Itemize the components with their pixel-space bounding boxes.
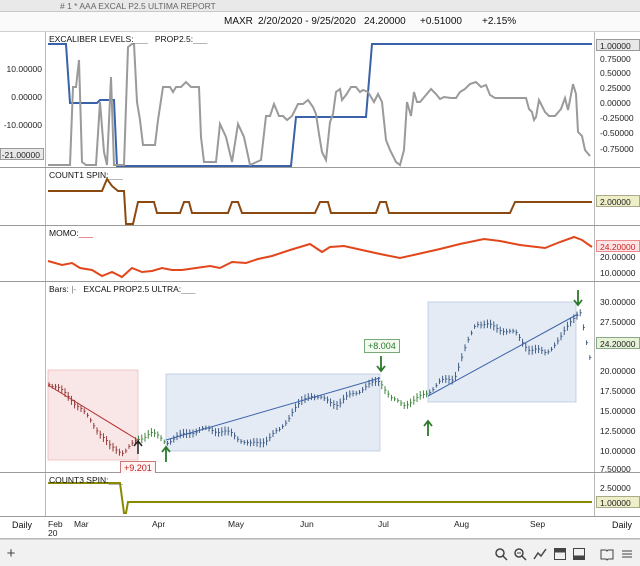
price-bars — [48, 309, 592, 457]
right-tick: 10.00000 — [600, 268, 636, 278]
left-value-badge: -21.00000 — [0, 148, 44, 160]
left-scale — [0, 473, 46, 516]
zoom-icon[interactable] — [513, 547, 527, 561]
momo-line — [47, 235, 593, 279]
month-label: Mar — [74, 519, 89, 529]
right-tick: 0.00000 — [600, 98, 631, 108]
right-tick: -0.75000 — [600, 144, 634, 154]
momo-value-badge: 24.20000 — [596, 240, 640, 252]
month-label: Jun — [300, 519, 314, 529]
right-scale — [594, 473, 640, 516]
left-scale — [0, 168, 46, 225]
momo-plot — [47, 235, 593, 279]
quote-bar: MAXR 2/20/2020 - 9/25/2020 24.20000 +0.5… — [0, 12, 640, 32]
right-tick: -0.25000 — [600, 113, 634, 123]
left-tick: 10.00000 — [6, 64, 42, 74]
right-tick: 0.75000 — [600, 54, 631, 64]
uptrend-zone-1 — [165, 373, 381, 452]
panel-icon-2[interactable] — [572, 547, 586, 561]
price-value-badge: 24.20000 — [596, 337, 640, 349]
right-tick: 17.50000 — [600, 386, 636, 396]
prop-line — [48, 43, 591, 167]
right-scale — [594, 282, 640, 472]
right-tick: 15.00000 — [600, 406, 636, 416]
right-tick: 0.25000 — [600, 83, 631, 93]
annotation-up[interactable]: +8.004 — [364, 339, 400, 353]
count3-plot — [48, 482, 592, 514]
excaliber-plot — [48, 43, 592, 167]
left-scale — [0, 32, 46, 167]
down-arrow-marker — [376, 290, 583, 373]
count3-line — [48, 482, 592, 514]
count1-line — [48, 176, 592, 225]
count3-legend: COUNT3 SPIN:___ — [49, 475, 123, 485]
month-label: Apr — [152, 519, 166, 529]
panel-icon[interactable] — [553, 547, 567, 561]
uptrend-line-2 — [427, 313, 579, 397]
month-label: Feb — [48, 519, 63, 529]
count1-legend: COUNT1 SPIN:___ — [49, 170, 123, 180]
up-arrow-marker — [161, 419, 433, 462]
month-label: Sep — [530, 519, 546, 529]
left-scale — [0, 226, 46, 281]
right-scale — [594, 32, 640, 167]
time-axis[interactable]: Daily Feb 20 Mar Apr May Jun Jul Aug Sep… — [0, 517, 640, 539]
right-tick: 27.50000 — [600, 317, 636, 327]
month-label: May — [228, 519, 245, 529]
right-tick: 0.50000 — [600, 68, 631, 78]
quote-pct: +2.15% — [482, 16, 517, 27]
levels-line — [48, 43, 592, 167]
right-tick: 2.50000 — [600, 483, 631, 493]
quote-symbol: MAXR — [224, 16, 253, 27]
left-scale — [0, 282, 46, 472]
month-label: Aug — [454, 519, 470, 529]
downtrend-line — [47, 384, 139, 441]
right-value-badge: 1.00000 — [596, 39, 640, 51]
up-arrow-marker — [133, 439, 143, 454]
count1-pane[interactable]: COUNT1 SPIN:___ 2.00000 — [0, 168, 640, 226]
excaliber-legend: EXCALIBER LEVELS:___ PROP2.5:___ — [49, 34, 208, 44]
count1-value-badge: 2.00000 — [596, 195, 640, 207]
interval-label-left[interactable]: Daily — [12, 520, 33, 530]
momo-pane[interactable]: MOMO:___ 24.20000 20.00000 10.00000 — [0, 226, 640, 282]
window-title: # 1 * AAA EXCAL P2.5 ULTIMA REPORT — [60, 1, 216, 11]
count3-pane[interactable]: COUNT3 SPIN:___ 2.50000 1.00000 — [0, 473, 640, 517]
right-tick: 7.50000 — [600, 464, 631, 474]
uptrend-line-1 — [165, 377, 381, 441]
search-icon[interactable] — [494, 547, 508, 561]
list-icon[interactable] — [620, 547, 634, 561]
right-tick: 30.00000 — [600, 297, 636, 307]
excaliber-pane[interactable]: EXCALIBER LEVELS:___ PROP2.5:___ 10.0000… — [0, 32, 640, 168]
add-button[interactable]: + — [6, 545, 16, 562]
downtrend-zone — [47, 369, 139, 461]
title-bar: # 1 * AAA EXCAL P2.5 ULTIMA REPORT — [0, 0, 640, 12]
right-tick: 12.50000 — [600, 426, 636, 436]
right-tick: -0.50000 — [600, 128, 634, 138]
left-tick: -10.00000 — [3, 120, 42, 130]
uptrend-zone-2 — [427, 301, 577, 403]
right-tick: 20.00000 — [600, 252, 636, 262]
momo-legend: MOMO:___ — [49, 228, 93, 238]
interval-label-right[interactable]: Daily — [612, 520, 633, 530]
quote-last: 24.20000 — [364, 16, 406, 27]
count1-plot — [48, 176, 592, 225]
right-tick: 10.00000 — [600, 446, 636, 456]
count3-value-badge: 1.00000 — [596, 496, 640, 508]
bottom-toolbar: + — [0, 539, 640, 566]
price-pane[interactable]: Bars: |- EXCAL PROP2.5 ULTRA:___ +8.004 … — [0, 282, 640, 475]
quote-range: 2/20/2020 - 9/25/2020 — [258, 16, 356, 27]
month-label: Jul — [378, 519, 389, 529]
right-tick: 20.00000 — [600, 366, 636, 376]
right-scale — [594, 226, 640, 281]
left-tick: 0.00000 — [11, 92, 42, 102]
price-plot — [47, 290, 592, 462]
price-legend: Bars: |- EXCAL PROP2.5 ULTRA:___ — [49, 284, 196, 294]
book-icon[interactable] — [600, 547, 614, 561]
draw-icon[interactable] — [533, 547, 547, 561]
quote-change: +0.51000 — [420, 16, 462, 27]
year-label: 20 — [48, 528, 58, 538]
